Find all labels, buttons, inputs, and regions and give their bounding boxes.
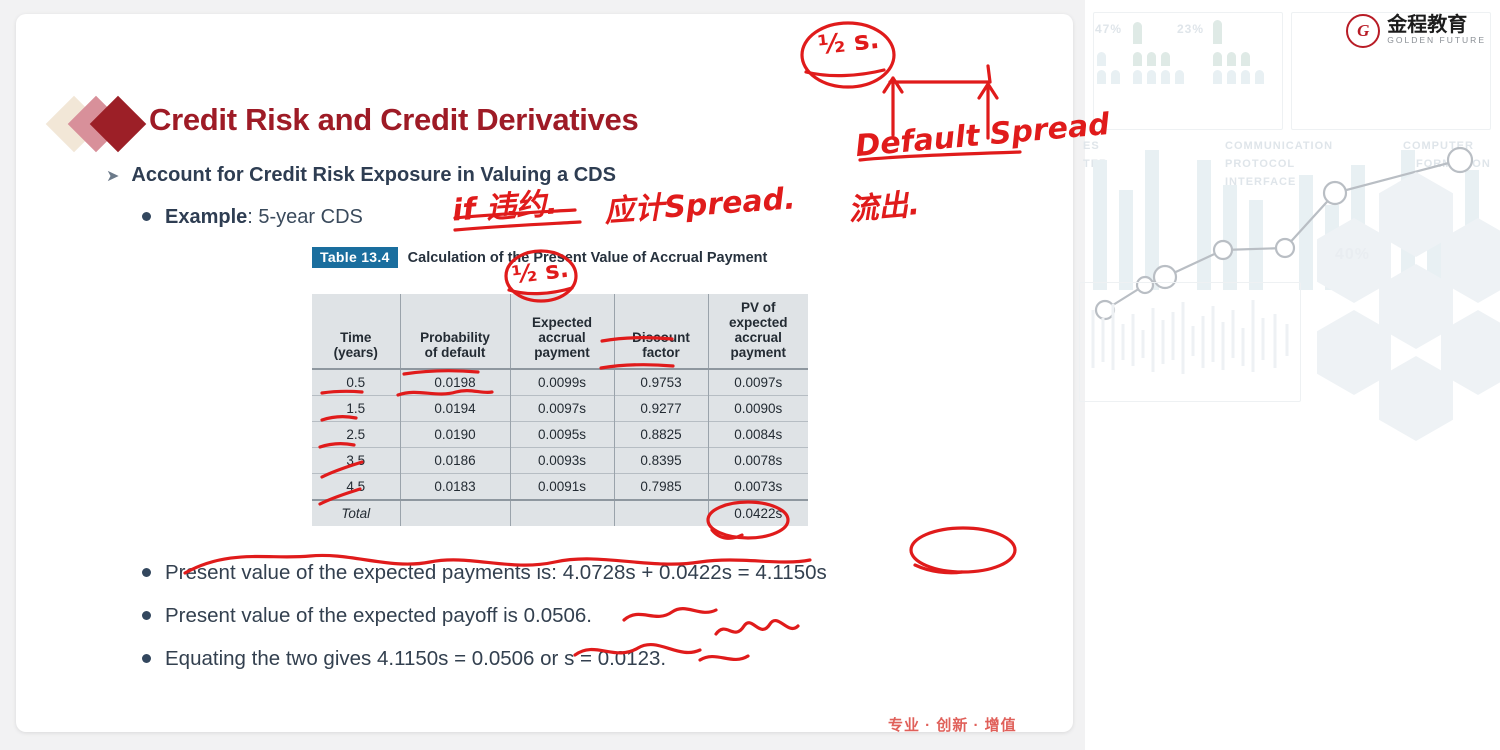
example-text: : 5-year CDS [247, 206, 363, 228]
diamond-decoration-icon [45, 94, 150, 154]
table-row: 0.5 0.0198 0.0099s 0.9753 0.0097s [312, 368, 808, 396]
watermark-label-interface: INTERFACE [1225, 176, 1297, 188]
table-cell: 0.8825 [614, 421, 709, 448]
conclusion-item: Present value of the expected payments i… [142, 561, 1042, 585]
bullet-example: Example: 5-year CDS [142, 206, 363, 229]
table-cell: 0.8395 [614, 447, 709, 474]
dot-bullet-icon [142, 611, 151, 620]
slogan: 专业 · 创新 · 增值 [888, 717, 1017, 732]
brand-name-en: GOLDEN FUTURE [1387, 35, 1486, 45]
table-cell: 0.0091s [510, 473, 615, 500]
table-cell: 4.5 [312, 473, 401, 500]
table-cell: 0.0093s [510, 447, 615, 474]
background-graphics-pane: 47% 23% ES TER COMMUNICATION P [1079, 0, 1500, 750]
arrow-bullet-icon: ➤ [106, 168, 120, 185]
slide-panel: Credit Risk and Credit Derivatives ➤ Acc… [16, 14, 1073, 732]
example-line: Example: 5-year CDS [165, 206, 363, 229]
conclusion-text: Equating the two gives 4.1150s = 0.0506 … [165, 647, 667, 670]
table-cell: 2.5 [312, 421, 401, 448]
bullet-level1: ➤ Account for Credit Risk Exposure in Va… [106, 164, 616, 187]
annotation-outflow: 流出. [846, 186, 922, 229]
table-body: 0.5 0.0198 0.0099s 0.9753 0.0097s 1.5 0.0194 0.… [312, 368, 808, 526]
table-caption: Table 13.4 Calculation of the Present Val… [312, 247, 832, 268]
watermark-label-communication: COMMUNICATION [1225, 140, 1334, 152]
table-header-cell: Time (years) [312, 294, 401, 369]
table-number-badge: Table 13.4 [312, 247, 398, 268]
bullet-level1-label: Account for Credit Risk Exposure in Valu… [131, 164, 616, 186]
table-cell: 0.5 [312, 368, 401, 396]
table-cell: 0.0078s [708, 447, 808, 474]
table-header-row: Time (years) Probability of default Expected… [312, 294, 808, 369]
table-cell: 3.5 [312, 447, 401, 474]
example-label: Example [165, 206, 248, 228]
table-cell [510, 499, 615, 526]
table-cell: 0.0422s [708, 499, 808, 526]
dot-bullet-icon [142, 212, 151, 221]
table-row: 2.5 0.0190 0.0095s 0.8825 0.0084s [312, 421, 808, 448]
table-cell: 0.0097s [708, 368, 808, 396]
table-cell: 0.0073s [708, 473, 808, 500]
page-title: Credit Risk and Credit Derivatives [149, 102, 639, 137]
table-cell [614, 499, 709, 526]
brand-name-cn: 金程教育 [1387, 14, 1468, 36]
brand-logo: G 金程教育 GOLDEN FUTURE [1346, 14, 1486, 48]
annotation-half-s-top: ½ s. [816, 24, 881, 62]
table-cell: 0.9753 [614, 368, 709, 396]
watermark-percent-3: 40% [1335, 246, 1371, 263]
table-cell: 0.0186 [400, 447, 511, 474]
watermark-percent-2: 23% [1177, 22, 1205, 36]
table-cell: 0.0095s [510, 421, 615, 448]
table-header-cell: Expected accrual payment [510, 294, 615, 369]
table-cell: 1.5 [312, 395, 401, 422]
table-cell: 0.0183 [400, 473, 511, 500]
conclusion-item: Equating the two gives 4.1150s = 0.0506 … [142, 647, 1042, 671]
background-candlesticks [1091, 300, 1289, 374]
table-cell [400, 499, 511, 526]
table-header-cell: PV of expected accrual payment [708, 294, 808, 369]
table-caption-text: Calculation of the Present Value of Accr… [407, 249, 768, 266]
dot-bullet-icon [142, 568, 151, 577]
table-cell: Total [312, 499, 401, 526]
table-cell: 0.0097s [510, 395, 615, 422]
brand-seal-icon: G [1346, 14, 1381, 48]
table-cell: 0.9277 [614, 395, 709, 422]
table-cell: 0.0198 [400, 368, 511, 396]
table-cell: 0.0190 [400, 421, 511, 448]
watermark-percent-1: 47% [1095, 22, 1123, 36]
table-cell: 0.0090s [708, 395, 808, 422]
conclusion-text: Present value of the expected payments i… [165, 561, 827, 584]
annotation-if-default: if 违约. [451, 186, 559, 229]
background-candlestick-panel [1079, 282, 1301, 402]
table-header-cell: Discount factor [614, 294, 709, 369]
table-row: 3.5 0.0186 0.0093s 0.8395 0.0078s [312, 447, 808, 474]
table-row: 1.5 0.0194 0.0097s 0.9277 0.0090s [312, 395, 808, 422]
table-cell: 0.0099s [510, 368, 615, 396]
conclusion-item: Present value of the expected payoff is … [142, 604, 1042, 628]
table-cell: 0.0194 [400, 395, 511, 422]
conclusion-list: Present value of the expected payments i… [142, 561, 1042, 690]
dot-bullet-icon [142, 654, 151, 663]
watermark-label-protocol: PROTOCOL [1225, 158, 1296, 170]
table-cell: 0.7985 [614, 473, 709, 500]
watermark-label-es: ES [1083, 140, 1100, 152]
accrual-payment-table: Time (years) Probability of default Expected… [312, 294, 808, 526]
table-header-cell: Probability of default [400, 294, 511, 369]
table-row: 4.5 0.0183 0.0091s 0.7985 0.0073s [312, 473, 808, 500]
table-cell: 0.0084s [708, 421, 808, 448]
conclusion-text: Present value of the expected payoff is … [165, 604, 592, 627]
table-total-row: Total 0.0422s [312, 499, 808, 526]
